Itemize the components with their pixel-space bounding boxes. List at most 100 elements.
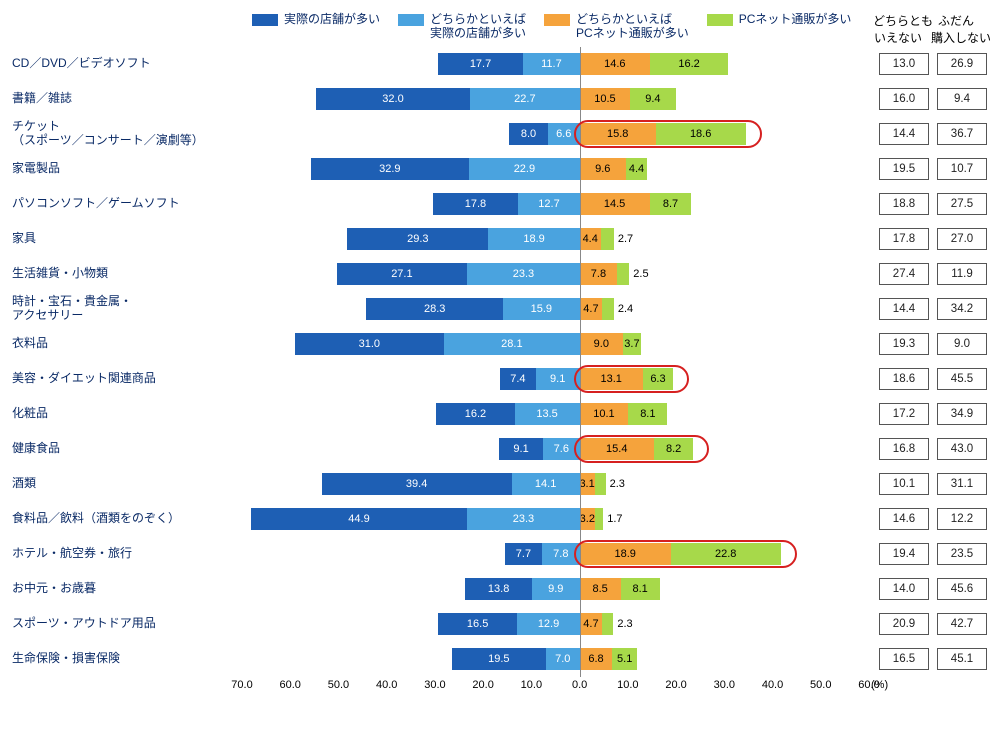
bar-seg-series1: 44.9 [251, 508, 468, 530]
bar-seg-series2: 12.9 [517, 613, 579, 635]
side-value-notbuy: 34.2 [937, 298, 987, 320]
side-value-neither: 19.3 [879, 333, 929, 355]
bar-seg-series3: 14.6 [580, 53, 650, 75]
side-value-neither: 19.5 [879, 158, 929, 180]
chart-row: 家電製品22.932.99.64.419.510.7 [12, 152, 987, 187]
bar-seg-series2: 7.6 [543, 438, 580, 460]
x-tick: 30.0 [714, 679, 735, 691]
side-cols: 17.8 27.0 [879, 228, 987, 250]
side-value-notbuy: 9.0 [937, 333, 987, 355]
legend-swatch [707, 14, 733, 26]
bar-seg-series4: 3.7 [623, 333, 641, 355]
bar-seg-series1: 7.4 [500, 368, 536, 390]
value-label: 1.7 [607, 513, 622, 525]
category-label: CD／DVD／ビデオソフト [12, 57, 242, 71]
plot-cell: 6.68.015.818.6 [242, 117, 869, 152]
category-label: 美容・ダイエット関連商品 [12, 372, 242, 386]
side-cols: 17.234.9 [879, 403, 987, 425]
side-value-notbuy: 10.7 [937, 158, 987, 180]
bar-seg-series2: 6.6 [548, 123, 580, 145]
bar-seg-series3: 13.1 [580, 368, 643, 390]
chart-row: 生命保険・損害保険7.019.56.85.116.545.1 [12, 642, 987, 677]
bar-seg-series2: 9.1 [536, 368, 580, 390]
plot-cell: 23.327.17.82.5 [242, 257, 869, 292]
value-label: 2.3 [617, 618, 632, 630]
bar-seg-series3: 3.1 [580, 473, 595, 495]
side-value-neither: 10.1 [879, 473, 929, 495]
bar-seg-series1: 7.7 [505, 543, 542, 565]
side-cols: 14.612.2 [879, 508, 987, 530]
plot-cell: 22.732.010.59.4 [242, 82, 869, 117]
chart-row: 生活雑貨・小物類23.327.17.82.527.411.9 [12, 257, 987, 292]
bar-seg-series1: 19.5 [452, 648, 546, 670]
bar-seg-series3: 4.7 [580, 298, 603, 320]
side-cols: 19.5 10.7 [879, 158, 987, 180]
plot-cell: 14.139.43.12.3 [242, 467, 869, 502]
legend-item: どちらかといえば PCネット通販が多い [544, 12, 689, 41]
bar-seg-series1: 9.1 [499, 438, 543, 460]
bar-seg-series1: 28.3 [366, 298, 502, 320]
chart-row: 時計・宝石・貴金属・ アクセサリー15.928.34.72.414.434.2 [12, 292, 987, 327]
side-value-neither: 16.8 [879, 438, 929, 460]
category-label: ホテル・航空券・旅行 [12, 547, 242, 561]
bar-seg-series3: 15.4 [580, 438, 654, 460]
bar-seg-series4: 4.4 [626, 158, 647, 180]
chart-row: お中元・お歳暮9.913.88.58.114.045.6 [12, 572, 987, 607]
plot-cell: 18.929.34.42.7 [242, 222, 869, 257]
side-value-neither: 18.8 [879, 193, 929, 215]
plot-cell: 12.717.814.58.7 [242, 187, 869, 222]
bar-seg-series3: 14.5 [580, 193, 650, 215]
side-cols: 13.026.9 [879, 53, 987, 75]
plot-cell: 12.916.54.72.3 [242, 607, 869, 642]
bar-seg-series1: 16.2 [436, 403, 514, 425]
category-label: スポーツ・アウトドア用品 [12, 617, 242, 631]
category-label: 時計・宝石・貴金属・ アクセサリー [12, 295, 242, 323]
chart-row: 家具18.929.34.42.717.827.0 [12, 222, 987, 257]
chart-row: ホテル・航空券・旅行7.87.718.922.819.423.5 [12, 537, 987, 572]
chart-row: CD／DVD／ビデオソフト11.717.714.616.213.026.9 [12, 47, 987, 82]
bar-seg-series1: 32.9 [311, 158, 470, 180]
x-tick: 40.0 [762, 679, 783, 691]
side-value-notbuy: 42.7 [937, 613, 987, 635]
bar-seg-series3: 10.1 [580, 403, 629, 425]
chart-row: 衣料品28.131.09.03.719.39.0 [12, 327, 987, 362]
side-value-neither: 18.6 [879, 368, 929, 390]
legend-label: どちらかといえば PCネット通販が多い [576, 12, 689, 41]
x-tick: 40.0 [376, 679, 397, 691]
x-tick: 20.0 [665, 679, 686, 691]
side-value-neither: 27.4 [879, 263, 929, 285]
bar-seg-series3: 18.9 [580, 543, 671, 565]
bar-seg-series4: 2.7 [601, 228, 614, 250]
side-value-notbuy: 45.6 [937, 578, 987, 600]
chart-row: 美容・ダイエット関連商品9.17.413.16.318.645.5 [12, 362, 987, 397]
bar-seg-series2: 22.9 [469, 158, 579, 180]
bar-seg-series3: 9.0 [580, 333, 623, 355]
category-label: 酒類 [12, 477, 242, 491]
bar-seg-series4: 2.5 [617, 263, 629, 285]
side-cols: 16.09.4 [879, 88, 987, 110]
legend-label: PCネット通販が多い [739, 12, 852, 26]
bar-seg-series2: 9.9 [532, 578, 580, 600]
bar-seg-series1: 31.0 [295, 333, 445, 355]
category-label: 衣料品 [12, 337, 242, 351]
side-value-notbuy: 27.5 [937, 193, 987, 215]
side-cols: 14.436.7 [879, 123, 987, 145]
side-value-neither: 16.5 [879, 648, 929, 670]
side-value-neither: 20.9 [879, 613, 929, 635]
bar-seg-series2: 11.7 [523, 53, 579, 75]
plot-cell: 9.17.413.16.3 [242, 362, 869, 397]
side-cols: 10.131.1 [879, 473, 987, 495]
value-label: 2.3 [610, 478, 625, 490]
side-value-neither: 17.8 [879, 228, 929, 250]
side-cols: 19.3 9.0 [879, 333, 987, 355]
category-label: 化粧品 [12, 407, 242, 421]
bar-seg-series3: 3.2 [580, 508, 595, 530]
side-value-notbuy: 43.0 [937, 438, 987, 460]
bar-seg-series4: 8.7 [650, 193, 692, 215]
side-value-notbuy: 27.0 [937, 228, 987, 250]
side-value-neither: 14.4 [879, 298, 929, 320]
side-cols: 27.411.9 [879, 263, 987, 285]
bar-seg-series2: 7.0 [546, 648, 580, 670]
side-value-notbuy: 45.1 [937, 648, 987, 670]
category-label: お中元・お歳暮 [12, 582, 242, 596]
